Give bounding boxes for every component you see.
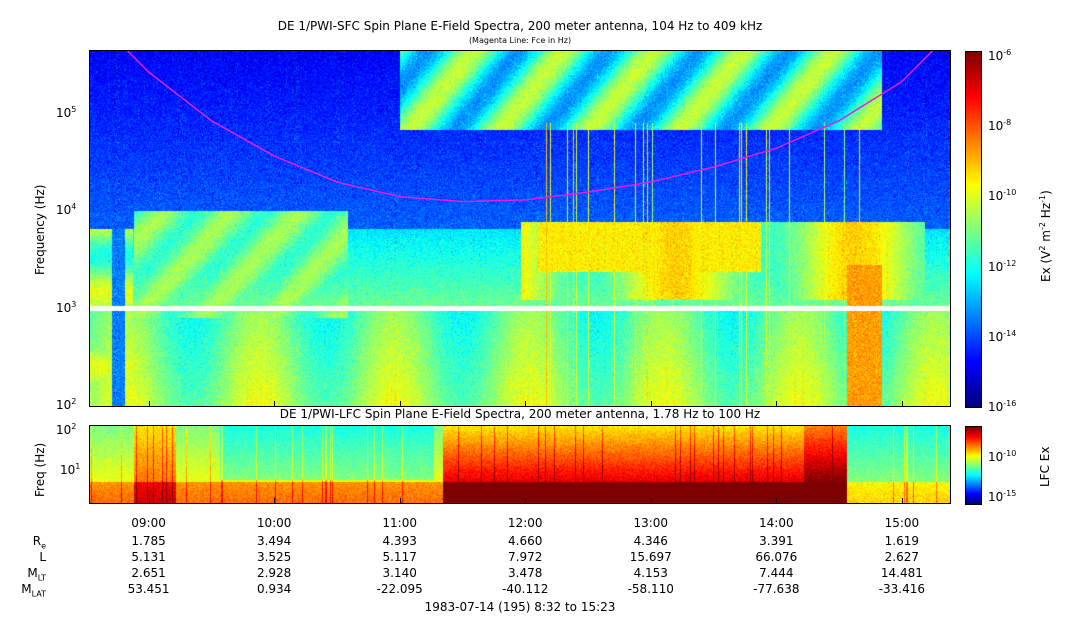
x-tick-label: 10:00: [256, 516, 292, 530]
ephemeris-cell: 4.393: [382, 534, 417, 548]
ephemeris-cell: -58.110: [627, 582, 674, 596]
cb-tick-1e-10: 10-10: [988, 188, 1017, 203]
ephemeris-cell: 7.972: [508, 550, 543, 564]
sfc-colorbar-canvas: [966, 52, 981, 407]
ephemeris-row-name: L: [39, 550, 46, 564]
ephemeris-cell: 1.785: [131, 534, 166, 548]
lfc-ytick-1e1: 101: [60, 462, 81, 477]
fce-overlay: [126, 51, 934, 203]
sfc-frame: [89, 50, 951, 407]
ephemeris-cell: 3.140: [382, 566, 417, 580]
cb-tick-1e-12: 10-12: [988, 259, 1017, 274]
ephemeris-cell: 2.627: [884, 550, 920, 564]
sfc-subtitle: (Magenta Line: Fce in Hz): [468, 36, 572, 45]
x-tick-mark: [399, 498, 401, 503]
x-tick-mark: [776, 498, 778, 503]
lfc-spectrogram-canvas: [90, 426, 950, 503]
ephemeris-cell: 3.494: [256, 534, 292, 548]
sfc-spectrogram-canvas: [90, 51, 950, 406]
ephemeris-cell: 7.444: [759, 566, 794, 580]
cb-tick-1e-14: 10-14: [988, 329, 1017, 344]
sfc-colorbar-label: Ex (V2 m-2 Hz-1): [1038, 190, 1053, 282]
x-tick-mark: [274, 498, 276, 503]
sfc-colorbar: [965, 51, 982, 408]
ephemeris-cell: -77.638: [753, 582, 800, 596]
lfc-ytick-1e2: 102: [56, 422, 77, 437]
ephemeris-row-label: MLAT: [6, 582, 46, 598]
ephemeris-cell: 3.525: [256, 550, 292, 564]
x-caption: 1983-07-14 (195) 8:32 to 15:23: [424, 600, 616, 614]
x-tick-mark: [148, 498, 150, 503]
ephemeris-cell: -22.095: [376, 582, 423, 596]
x-tick-mark: [148, 401, 150, 406]
sfc-ytick-1e2: 102: [56, 397, 77, 412]
sfc-ytick-1e4: 104: [56, 202, 77, 217]
ephemeris-cell: 15.697: [629, 550, 672, 564]
cb-tick-1e-16: 10-16: [988, 399, 1017, 414]
lfc-ylabel: Freq (Hz): [33, 442, 47, 497]
ephemeris-cell: 53.451: [127, 582, 170, 596]
ephemeris-cell: 2.651: [131, 566, 166, 580]
lfc-cb-tick-1e-10: 10-10: [988, 449, 1017, 464]
x-tick-label: 13:00: [633, 516, 669, 530]
x-tick-mark: [776, 401, 778, 406]
ephemeris-row-name: R: [32, 534, 42, 548]
x-tick-mark: [525, 401, 527, 406]
ephemeris-cell: 14.481: [880, 566, 923, 580]
ephemeris-cell: 66.076: [755, 550, 798, 564]
ephemeris-cell: 4.153: [633, 566, 668, 580]
ephemeris-cell: 3.478: [508, 566, 543, 580]
x-tick-label: 11:00: [382, 516, 417, 530]
ephemeris-cell: 2.928: [256, 566, 292, 580]
sfc-title: DE 1/PWI-SFC Spin Plane E-Field Spectra,…: [277, 19, 763, 33]
x-tick-label: 15:00: [884, 516, 920, 530]
cb-tick-1e-8: 10-8: [988, 118, 1012, 133]
sfc-ylabel: Frequency (Hz): [33, 184, 47, 276]
x-tick-label: 12:00: [507, 516, 543, 530]
x-tick-mark: [525, 498, 527, 503]
ephemeris-row-sub: LAT: [31, 589, 46, 599]
x-tick-mark: [650, 401, 652, 406]
ephemeris-cell: 1.619: [884, 534, 920, 548]
x-tick-label: 14:00: [759, 516, 794, 530]
ephemeris-cell: 5.131: [131, 550, 166, 564]
ephemeris-row-sub: LT: [37, 573, 46, 583]
x-tick-mark: [650, 498, 652, 503]
lfc-cb-tick-1e-15: 10-15: [988, 489, 1017, 504]
ephemeris-cell: 3.391: [759, 534, 794, 548]
lfc-title: DE 1/PWI-LFC Spin Plane E-Field Spectra,…: [279, 407, 761, 421]
fce-line: [126, 51, 934, 203]
ephemeris-row-name: M: [21, 582, 32, 596]
lfc-frame: [89, 425, 951, 504]
ephemeris-cell: 0.934: [256, 582, 292, 596]
cb-tick-1e-6: 10-6: [988, 48, 1012, 63]
ephemeris-cell: 5.117: [382, 550, 417, 564]
ephemeris-cell: -40.112: [502, 582, 549, 596]
x-tick-mark: [901, 498, 903, 503]
x-tick-mark: [274, 401, 276, 406]
x-tick-mark: [399, 401, 401, 406]
ephemeris-row-label: MLT: [6, 566, 46, 582]
sfc-ytick-1e3: 103: [56, 300, 77, 315]
lfc-colorbar-canvas: [966, 427, 981, 504]
ephemeris-cell: -33.416: [878, 582, 926, 596]
ephemeris-cell: 4.346: [633, 534, 668, 548]
x-tick-label: 09:00: [131, 516, 166, 530]
sfc-spectrogram: [90, 51, 950, 406]
lfc-colorbar-label: LFC Ex: [1038, 446, 1052, 487]
ephemeris-row-label: Re: [6, 534, 46, 550]
ephemeris-row-sub: e: [41, 541, 46, 551]
ephemeris-row-label: L: [6, 550, 46, 564]
lfc-colorbar: [965, 426, 982, 505]
lfc-spectrogram: [90, 426, 950, 503]
sfc-ytick-1e5: 105: [56, 105, 77, 120]
ephemeris-cell: 4.660: [508, 534, 543, 548]
x-tick-mark: [901, 401, 903, 406]
ephemeris-row-name: M: [27, 566, 38, 580]
